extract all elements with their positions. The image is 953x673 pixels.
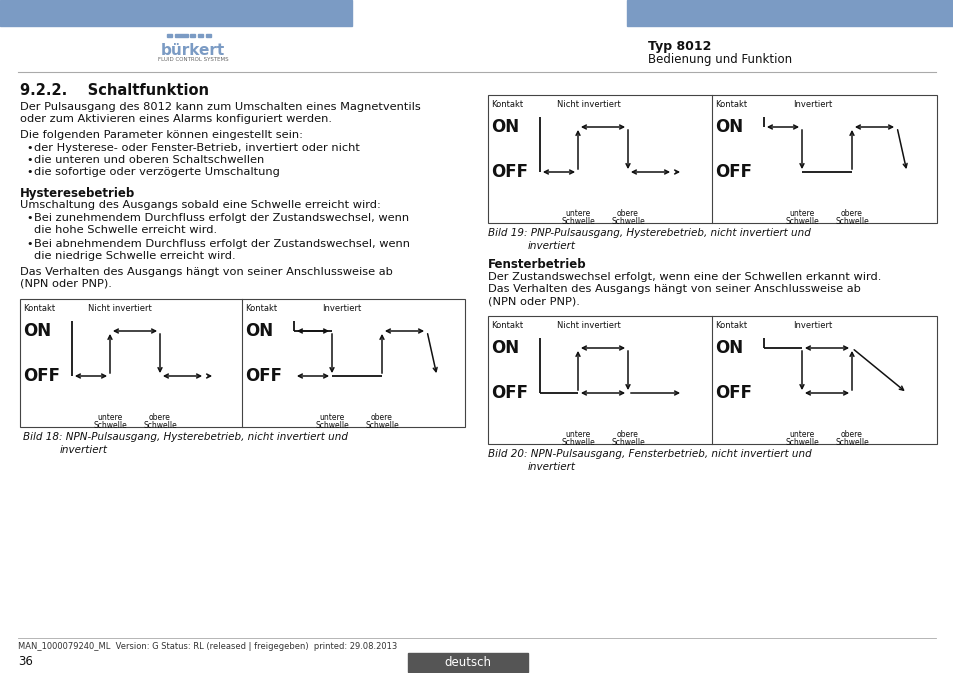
Text: Nicht invertiert: Nicht invertiert xyxy=(88,304,152,313)
Text: obere: obere xyxy=(617,209,639,218)
Text: untere: untere xyxy=(565,209,590,218)
Text: Nicht invertiert: Nicht invertiert xyxy=(557,100,620,109)
Text: invertiert: invertiert xyxy=(60,445,108,455)
Text: ON: ON xyxy=(245,322,273,340)
Text: Fensterbetrieb: Fensterbetrieb xyxy=(488,258,586,271)
Text: Nicht invertiert: Nicht invertiert xyxy=(557,321,620,330)
Text: untere: untere xyxy=(97,413,123,422)
Text: Schwelle: Schwelle xyxy=(834,438,868,447)
Text: Schwelle: Schwelle xyxy=(784,217,818,226)
Text: OFF: OFF xyxy=(23,367,60,385)
Text: obere: obere xyxy=(617,430,639,439)
Text: Schwelle: Schwelle xyxy=(784,438,818,447)
Text: ON: ON xyxy=(491,118,518,136)
Bar xyxy=(626,0,953,26)
Text: •: • xyxy=(26,167,32,177)
Text: Hysteresebetrieb: Hysteresebetrieb xyxy=(20,187,135,200)
Text: Schwelle: Schwelle xyxy=(560,217,595,226)
Text: Das Verhalten des Ausgangs hängt von seiner Anschlussweise ab: Das Verhalten des Ausgangs hängt von sei… xyxy=(488,284,860,294)
Text: Das Verhalten des Ausgangs hängt von seiner Anschlussweise ab: Das Verhalten des Ausgangs hängt von sei… xyxy=(20,267,393,277)
Text: Der Zustandswechsel erfolgt, wenn eine der Schwellen erkannt wird.: Der Zustandswechsel erfolgt, wenn eine d… xyxy=(488,272,881,282)
Bar xyxy=(190,34,194,36)
Text: Typ 8012: Typ 8012 xyxy=(647,40,711,53)
Text: Kontakt: Kontakt xyxy=(491,321,522,330)
Text: untere: untere xyxy=(788,430,814,439)
Text: 36: 36 xyxy=(18,655,32,668)
Bar xyxy=(198,34,203,36)
Text: ON: ON xyxy=(714,339,742,357)
Text: Invertiert: Invertiert xyxy=(792,100,832,109)
Text: obere: obere xyxy=(841,209,862,218)
Bar xyxy=(206,34,211,36)
Text: Schwelle: Schwelle xyxy=(611,217,644,226)
Text: untere: untere xyxy=(565,430,590,439)
Text: OFF: OFF xyxy=(491,163,527,181)
Text: untere: untere xyxy=(788,209,814,218)
Text: 9.2.2.    Schaltfunktion: 9.2.2. Schaltfunktion xyxy=(20,83,209,98)
Text: invertiert: invertiert xyxy=(527,462,576,472)
Text: Bei abnehmendem Durchfluss erfolgt der Zustandswechsel, wenn: Bei abnehmendem Durchfluss erfolgt der Z… xyxy=(34,239,410,249)
Text: obere: obere xyxy=(149,413,171,422)
Text: invertiert: invertiert xyxy=(527,241,576,251)
Text: Kontakt: Kontakt xyxy=(714,321,746,330)
Text: Umschaltung des Ausgangs sobald eine Schwelle erreicht wird:: Umschaltung des Ausgangs sobald eine Sch… xyxy=(20,200,380,210)
Text: (NPN oder PNP).: (NPN oder PNP). xyxy=(20,279,112,289)
Text: Kontakt: Kontakt xyxy=(714,100,746,109)
Text: ON: ON xyxy=(714,118,742,136)
Text: Invertiert: Invertiert xyxy=(322,304,361,313)
Text: die hohe Schwelle erreicht wird.: die hohe Schwelle erreicht wird. xyxy=(34,225,217,235)
Text: OFF: OFF xyxy=(245,367,282,385)
Text: Kontakt: Kontakt xyxy=(491,100,522,109)
Text: ON: ON xyxy=(23,322,51,340)
Text: Schwelle: Schwelle xyxy=(834,217,868,226)
Text: OFF: OFF xyxy=(714,163,751,181)
Text: OFF: OFF xyxy=(491,384,527,402)
Text: OFF: OFF xyxy=(714,384,751,402)
Text: Der Pulsausgang des 8012 kann zum Umschalten eines Magnetventils: Der Pulsausgang des 8012 kann zum Umscha… xyxy=(20,102,420,112)
Bar xyxy=(0,0,352,26)
Text: Bedienung und Funktion: Bedienung und Funktion xyxy=(647,53,791,66)
Text: Bild 19: PNP-Pulsausgang, Hysterebetrieb, nicht invertiert und: Bild 19: PNP-Pulsausgang, Hysterebetrieb… xyxy=(488,228,810,238)
Text: Kontakt: Kontakt xyxy=(245,304,276,313)
Text: deutsch: deutsch xyxy=(444,656,491,668)
Text: Invertiert: Invertiert xyxy=(792,321,832,330)
Text: FLUID CONTROL SYSTEMS: FLUID CONTROL SYSTEMS xyxy=(157,57,228,62)
Text: Schwelle: Schwelle xyxy=(143,421,176,430)
Text: Schwelle: Schwelle xyxy=(365,421,398,430)
Bar xyxy=(488,95,936,223)
Text: •: • xyxy=(26,143,32,153)
Bar xyxy=(167,34,172,36)
Bar xyxy=(408,653,527,672)
Text: der Hysterese- oder Fenster-Betrieb, invertiert oder nicht: der Hysterese- oder Fenster-Betrieb, inv… xyxy=(34,143,359,153)
Text: Schwelle: Schwelle xyxy=(560,438,595,447)
Text: bürkert: bürkert xyxy=(161,43,225,58)
Text: Bild 18: NPN-Pulsausgang, Hysterebetrieb, nicht invertiert und: Bild 18: NPN-Pulsausgang, Hysterebetrieb… xyxy=(23,432,348,442)
Text: •: • xyxy=(26,239,32,249)
Text: die niedrige Schwelle erreicht wird.: die niedrige Schwelle erreicht wird. xyxy=(34,251,235,261)
Text: MAN_1000079240_ML  Version: G Status: RL (released | freigegeben)  printed: 29.0: MAN_1000079240_ML Version: G Status: RL … xyxy=(18,642,396,651)
Text: Schwelle: Schwelle xyxy=(93,421,127,430)
Text: •: • xyxy=(26,213,32,223)
Bar xyxy=(20,299,464,427)
Text: Kontakt: Kontakt xyxy=(23,304,55,313)
Text: obere: obere xyxy=(371,413,393,422)
Text: obere: obere xyxy=(841,430,862,439)
Text: Schwelle: Schwelle xyxy=(611,438,644,447)
Text: ON: ON xyxy=(491,339,518,357)
Text: die unteren und oberen Schaltschwellen: die unteren und oberen Schaltschwellen xyxy=(34,155,264,165)
Text: untere: untere xyxy=(319,413,344,422)
Text: Bild 20: NPN-Pulsausgang, Fensterbetrieb, nicht invertiert und: Bild 20: NPN-Pulsausgang, Fensterbetrieb… xyxy=(488,449,811,459)
Text: •: • xyxy=(26,155,32,165)
Text: Die folgenden Parameter können eingestellt sein:: Die folgenden Parameter können eingestel… xyxy=(20,130,303,140)
Text: die sofortige oder verzögerte Umschaltung: die sofortige oder verzögerte Umschaltun… xyxy=(34,167,279,177)
Bar xyxy=(174,34,188,36)
Text: (NPN oder PNP).: (NPN oder PNP). xyxy=(488,296,579,306)
Text: oder zum Aktivieren eines Alarms konfiguriert werden.: oder zum Aktivieren eines Alarms konfigu… xyxy=(20,114,332,124)
Bar xyxy=(488,316,936,444)
Text: Schwelle: Schwelle xyxy=(314,421,349,430)
Text: Bei zunehmendem Durchfluss erfolgt der Zustandswechsel, wenn: Bei zunehmendem Durchfluss erfolgt der Z… xyxy=(34,213,409,223)
